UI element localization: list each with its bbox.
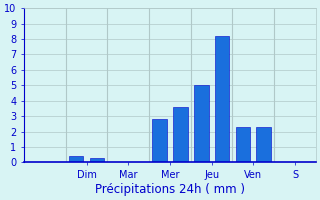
Bar (69, 156, 84, 162)
Bar (256, 127, 271, 162)
Bar (215, 36, 229, 162)
X-axis label: Précipitations 24h ( mm ): Précipitations 24h ( mm ) (95, 183, 245, 196)
Bar (194, 85, 209, 162)
Bar (236, 127, 250, 162)
Bar (173, 107, 188, 162)
Bar (152, 119, 167, 162)
Bar (90, 158, 104, 162)
